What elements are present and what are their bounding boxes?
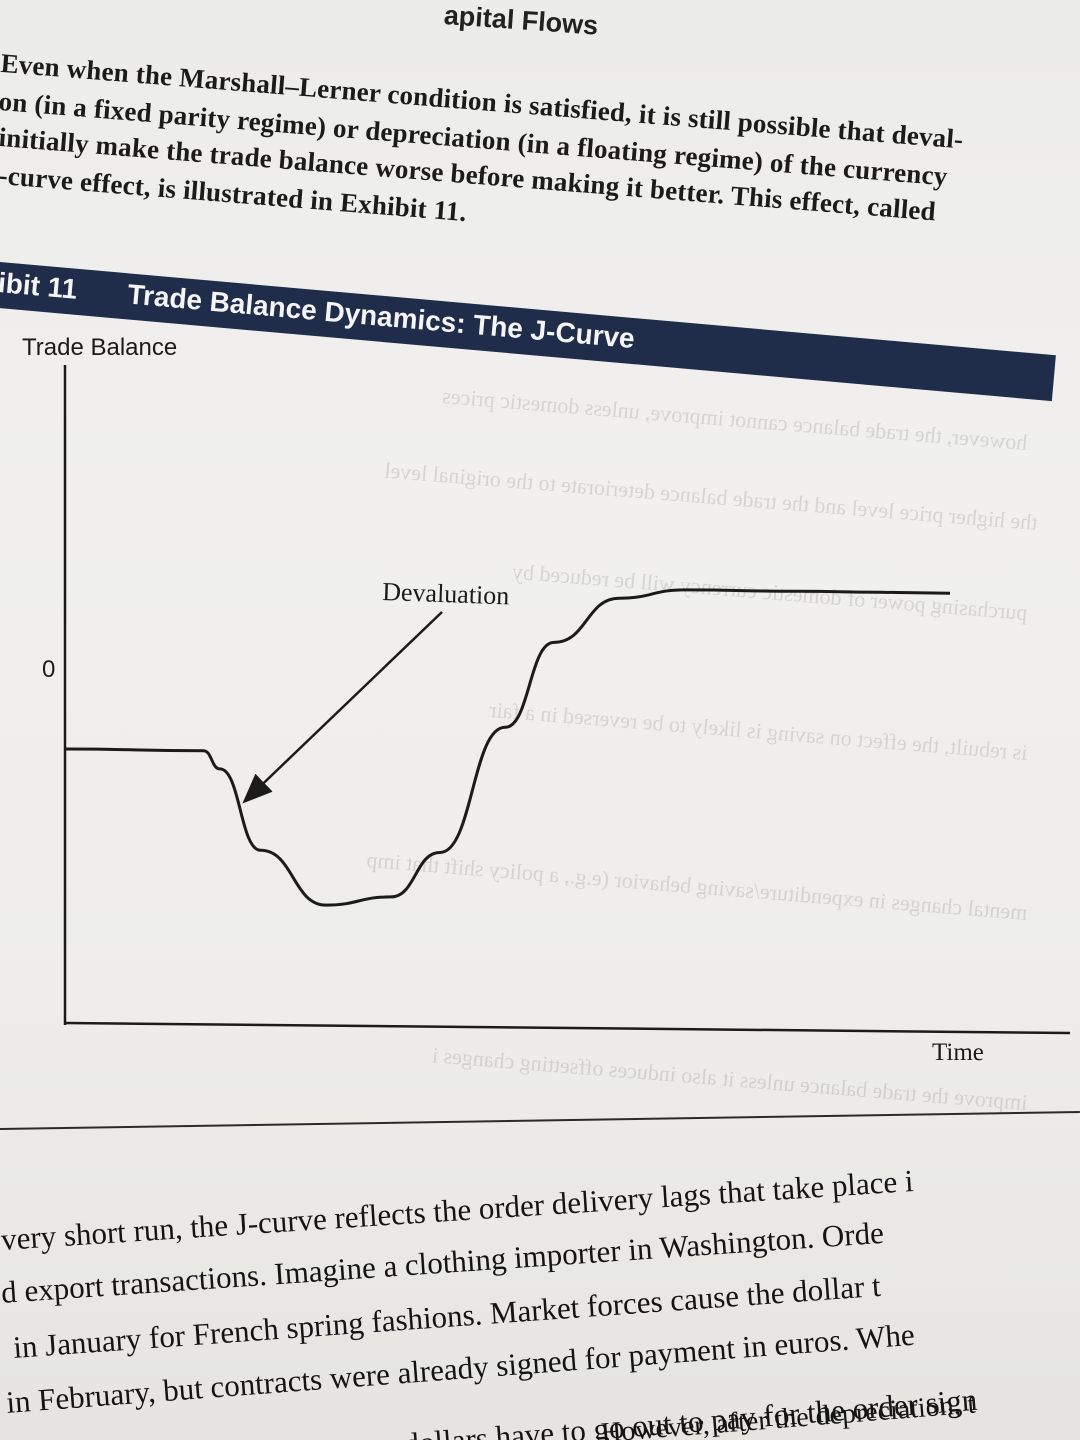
j-curve-series-line [64, 588, 951, 907]
zero-tick-label: 0 [42, 656, 55, 683]
chart-axes [63, 365, 1071, 1035]
devaluation-annotation: Devaluation [382, 577, 510, 610]
x-axis-label: Time [932, 1039, 984, 1066]
y-axis-label: Trade Balance [22, 334, 177, 361]
x-axis-line [64, 1021, 1071, 1035]
devaluation-arrow [242, 611, 443, 804]
